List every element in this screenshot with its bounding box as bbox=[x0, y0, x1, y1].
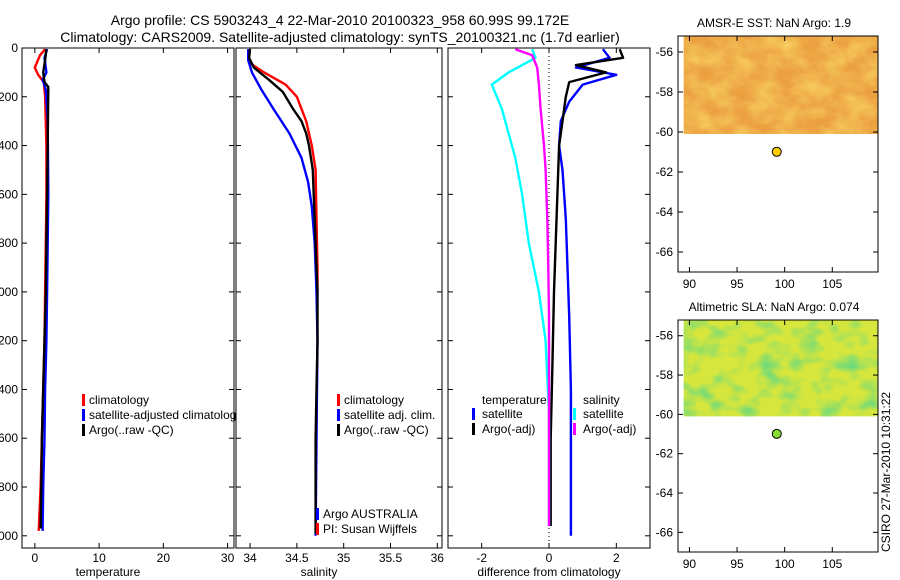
y-tick-label: 800 bbox=[0, 236, 18, 250]
figure-title: Argo profile: CS 5903243_4 22-Mar-2010 2… bbox=[0, 12, 680, 46]
annotation-swatch bbox=[316, 523, 319, 535]
y-tick-label: -64 bbox=[656, 205, 674, 219]
series-line bbox=[549, 48, 625, 526]
y-tick-label: 0 bbox=[11, 41, 18, 55]
timestamp-stamp: CSIRO 27-Mar-2010 10:31:22 bbox=[879, 392, 893, 552]
x-axis-label: difference from climatology bbox=[477, 565, 620, 579]
map-title: AMSR-E SST: NaN Argo: 1.9 bbox=[697, 16, 851, 30]
y-tick-label: 600 bbox=[0, 187, 18, 201]
legend-swatch bbox=[472, 423, 475, 435]
series-line bbox=[247, 49, 319, 534]
map-title: Altimetric SLA: NaN Argo: 0.074 bbox=[689, 300, 860, 314]
legend-swatch bbox=[573, 423, 576, 435]
legend-entry: Argo(-adj) bbox=[482, 422, 535, 436]
legend-swatch bbox=[82, 409, 85, 421]
x-tick-label: 100 bbox=[775, 277, 795, 291]
sst-texture bbox=[683, 36, 878, 134]
y-tick-label: -62 bbox=[656, 447, 674, 461]
legend-group-heading: salinity bbox=[583, 393, 620, 407]
y-tick-label: 1200 bbox=[0, 334, 18, 348]
float-position-marker bbox=[771, 146, 782, 157]
series-line bbox=[41, 48, 50, 531]
y-tick-label: -64 bbox=[656, 486, 674, 500]
y-tick-label: -56 bbox=[656, 45, 674, 59]
x-tick-label: 0 bbox=[546, 551, 553, 565]
title-line-1: Argo profile: CS 5903243_4 22-Mar-2010 2… bbox=[110, 12, 570, 28]
series-line bbox=[247, 49, 319, 292]
annotation-text: PI: Susan Wijffels bbox=[323, 522, 417, 536]
y-tick-label: 200 bbox=[0, 90, 18, 104]
legend-group-heading: temperature bbox=[482, 393, 547, 407]
legend-entry: Argo(-adj) bbox=[583, 422, 636, 436]
x-axis-label: temperature bbox=[76, 565, 141, 579]
sla-texture bbox=[683, 320, 878, 417]
y-tick-label: -58 bbox=[656, 368, 674, 382]
y-tick-label: -66 bbox=[656, 245, 674, 259]
x-tick-label: 100 bbox=[775, 557, 795, 571]
x-axis-label: salinity bbox=[301, 565, 338, 579]
annotation-text: Argo AUSTRALIA bbox=[323, 507, 418, 521]
x-tick-label: 20 bbox=[157, 551, 171, 565]
annotation-swatch bbox=[316, 508, 319, 520]
series-line bbox=[514, 48, 551, 526]
legend-swatch bbox=[82, 424, 85, 436]
map-frame bbox=[677, 35, 879, 273]
legend-swatch bbox=[573, 408, 576, 420]
x-tick-label: 0 bbox=[32, 551, 39, 565]
title-line-2: Climatology: CARS2009. Satellite-adjuste… bbox=[60, 29, 620, 45]
y-tick-label: -66 bbox=[656, 525, 674, 539]
y-tick-label: 1800 bbox=[0, 480, 18, 494]
legend-entry: satellite-adjusted climatolog bbox=[89, 408, 236, 422]
legend-entry: satellite bbox=[482, 407, 523, 421]
legend-entry: satellite adj. clim. bbox=[344, 408, 435, 422]
legend-entry: Argo(..raw -QC) bbox=[344, 423, 429, 437]
series-line bbox=[39, 49, 50, 529]
legend-entry: satellite bbox=[583, 407, 624, 421]
legend-swatch bbox=[337, 424, 340, 436]
x-tick-label: 90 bbox=[683, 277, 697, 291]
y-tick-label: -56 bbox=[656, 329, 674, 343]
y-tick-label: -58 bbox=[656, 85, 674, 99]
y-tick-label: -60 bbox=[656, 125, 674, 139]
profile-frame bbox=[235, 47, 443, 549]
x-tick-label: 90 bbox=[683, 557, 697, 571]
x-tick-label: 36 bbox=[431, 551, 445, 565]
map-frame bbox=[677, 319, 879, 553]
x-tick-label: 35 bbox=[337, 551, 351, 565]
legend-entry: climatology bbox=[89, 393, 149, 407]
x-tick-label: 34.5 bbox=[285, 551, 309, 565]
y-tick-label: 1000 bbox=[0, 285, 18, 299]
x-tick-label: -2 bbox=[476, 551, 487, 565]
legend-entry: Argo(..raw -QC) bbox=[89, 423, 174, 437]
profile-frame bbox=[21, 47, 235, 549]
series-line bbox=[557, 48, 618, 536]
legend-swatch bbox=[82, 394, 85, 406]
y-tick-label: -62 bbox=[656, 165, 674, 179]
x-tick-label: 95 bbox=[730, 557, 744, 571]
legend-swatch bbox=[472, 408, 475, 420]
y-tick-label: -60 bbox=[656, 407, 674, 421]
y-tick-label: 1600 bbox=[0, 431, 18, 445]
x-tick-label: 95 bbox=[730, 277, 744, 291]
x-tick-label: 105 bbox=[822, 557, 842, 571]
legend-entry: climatology bbox=[344, 393, 404, 407]
x-tick-label: 35.5 bbox=[379, 551, 403, 565]
x-tick-label: 10 bbox=[92, 551, 106, 565]
x-tick-label: 30 bbox=[221, 551, 235, 565]
float-position-marker bbox=[771, 428, 782, 439]
y-tick-label: 1400 bbox=[0, 382, 18, 396]
y-tick-label: 2000 bbox=[0, 529, 18, 543]
series-line bbox=[490, 48, 551, 526]
x-tick-label: 105 bbox=[822, 277, 842, 291]
legend-swatch bbox=[337, 409, 340, 421]
x-tick-label: 2 bbox=[613, 551, 620, 565]
legend-swatch bbox=[337, 394, 340, 406]
x-tick-label: 34 bbox=[243, 551, 257, 565]
y-tick-label: 400 bbox=[0, 139, 18, 153]
